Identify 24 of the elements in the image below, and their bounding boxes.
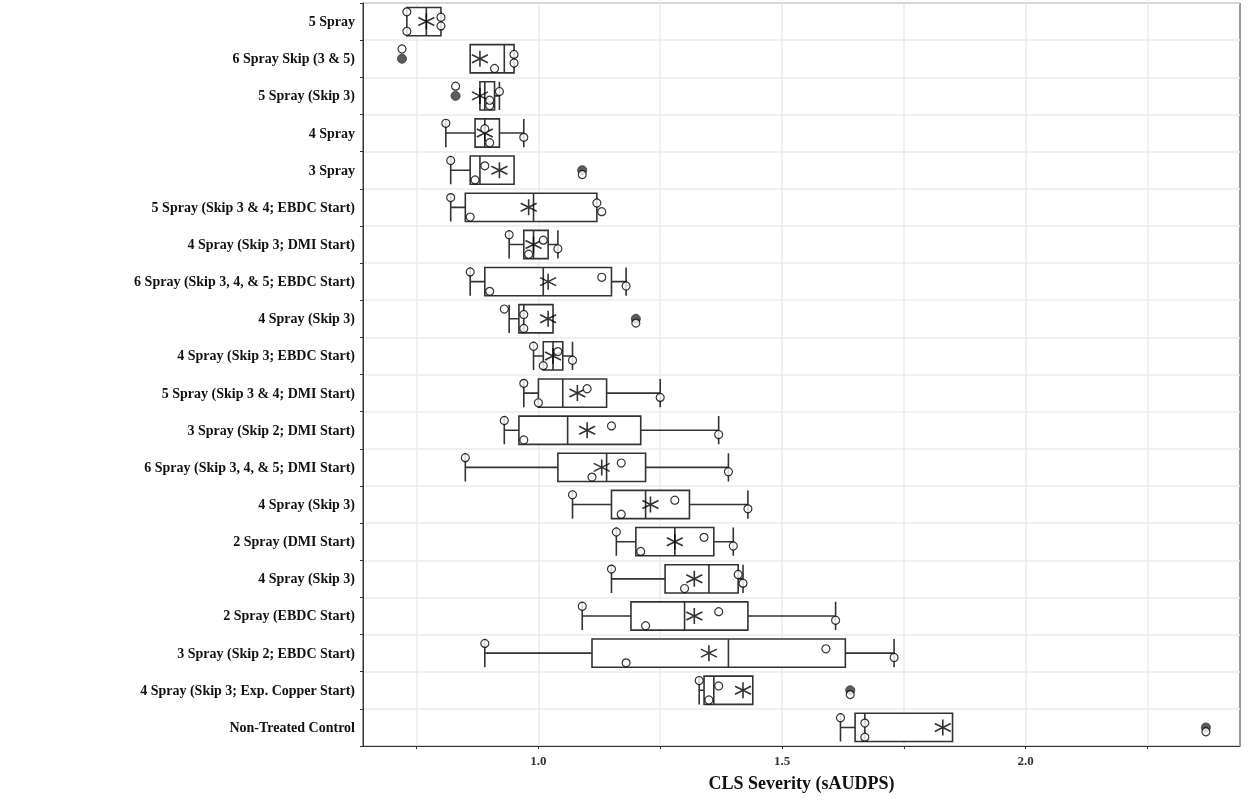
y-tick-label: 5 Spray	[308, 14, 355, 30]
y-tick-label: 6 Spray Skip (3 & 5)	[232, 51, 356, 68]
y-tick-label: 4 Spray (Skip 3)	[258, 571, 356, 588]
y-tick-label: Non-Treated Control	[229, 719, 356, 735]
y-tick-label: 3 Spray	[308, 162, 355, 178]
y-tick-label: 5 Spray (Skip 3)	[258, 88, 356, 105]
y-tick-label: 4 Spray	[308, 125, 355, 141]
y-tick-label: 4 Spray (Skip 3; Exp. Copper Start)	[140, 682, 356, 699]
y-tick-label: 2 Spray (DMI Start)	[233, 534, 356, 551]
y-tick-label: 5 Spray (Skip 3 & 4; EBDC Start)	[151, 199, 356, 216]
y-tick-label: 4 Spray (Skip 3; EBDC Start)	[177, 348, 356, 365]
y-tick-label: 4 Spray (Skip 3; DMI Start)	[187, 236, 356, 253]
y-tick-label: 3 Spray (Skip 2; EBDC Start)	[177, 645, 356, 662]
y-tick-label: 5 Spray (Skip 3 & 4; DMI Start)	[161, 385, 356, 402]
y-tick-label: 6 Spray (Skip 3, 4, & 5; EBDC Start)	[134, 274, 356, 291]
y-tick-label: 4 Spray (Skip 3)	[258, 311, 356, 328]
y-tick-label: 2 Spray (EBDC Start)	[223, 608, 356, 625]
x-tick-label: 2.0	[1017, 753, 1034, 768]
y-tick-label: 4 Spray (Skip 3)	[258, 497, 356, 514]
y-tick-label: 6 Spray (Skip 3, 4, & 5; DMI Start)	[144, 459, 356, 476]
x-tick-label: 1.0	[530, 753, 547, 768]
x-axis-title: CLS Severity (sAUDPS)	[708, 773, 895, 794]
y-tick-label: 3 Spray (Skip 2; DMI Start)	[187, 422, 356, 439]
x-tick-label: 1.5	[773, 753, 791, 768]
